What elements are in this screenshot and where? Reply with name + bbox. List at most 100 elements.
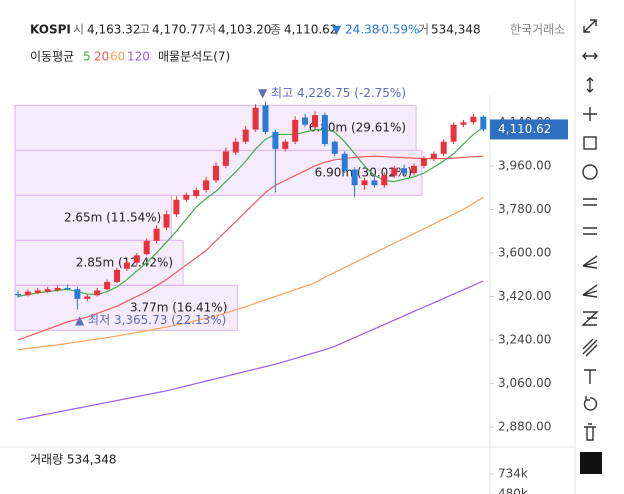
candle-body — [153, 228, 160, 241]
candle-body — [104, 281, 111, 290]
candle-body — [252, 107, 259, 130]
tool-icon[interactable] — [586, 77, 594, 93]
candle-body — [450, 124, 457, 142]
change: ▼ 24.38 — [332, 23, 379, 37]
y-tick-label: 3,960.00 — [498, 158, 551, 172]
y-tick-label: 480k — [498, 487, 528, 494]
value: 4,103.20 — [218, 23, 271, 37]
ma-legend: 120 — [127, 50, 150, 64]
candle-body — [54, 288, 61, 291]
candle-body — [213, 165, 219, 181]
candle-body — [361, 180, 368, 186]
moving-average — [17, 155, 484, 341]
value: 4,110.62 — [284, 23, 337, 37]
ma-legend: 20 — [94, 50, 109, 64]
candle-body — [203, 180, 210, 191]
volume-profile-bar — [14, 194, 172, 241]
candle-body — [114, 269, 120, 282]
candle-body — [381, 175, 388, 186]
candle-body — [262, 105, 269, 133]
y-tick-label: 2,880.00 — [498, 420, 551, 434]
volume-profile-label: 2.85m (12.42%) — [76, 255, 173, 269]
tool-icon[interactable] — [582, 338, 598, 357]
moving-average — [17, 280, 484, 421]
tool-icon[interactable] — [581, 311, 599, 326]
candle-body — [64, 288, 71, 290]
candle-body — [143, 240, 150, 255]
indicator-title[interactable]: 이동평균 — [30, 50, 74, 64]
y-tick-label: 3,600.00 — [498, 245, 551, 259]
tool-icon[interactable] — [583, 107, 597, 121]
annotation: ▲ 최저 3,365.73 (22.13%) — [75, 313, 226, 327]
annotation: ▼ 최고 4,226.75 (-2.75%) — [258, 86, 406, 100]
tool-icon[interactable] — [583, 396, 598, 411]
moving-average — [17, 196, 484, 351]
candle-body — [312, 115, 318, 128]
candle-body — [183, 194, 190, 200]
candle-body — [391, 168, 398, 176]
volume-profile-label: 3.77m (16.41%) — [130, 300, 227, 314]
tool-icon[interactable] — [584, 369, 596, 384]
tool-icon[interactable] — [583, 136, 597, 150]
symbol: KOSPI — [30, 23, 71, 37]
ma-legend: 5 — [83, 50, 91, 64]
color-swatch[interactable] — [580, 452, 602, 474]
candle-body — [163, 214, 170, 228]
tool-icon[interactable] — [582, 164, 598, 180]
candle-body — [292, 119, 299, 142]
candle-body — [341, 153, 348, 171]
candle-body — [460, 122, 467, 125]
indicator-profile[interactable]: 매물분석도(7) — [158, 50, 230, 64]
candle-body — [371, 180, 378, 186]
y-tick-label: 734k — [498, 466, 528, 480]
label: 고 — [139, 23, 150, 37]
candle-body — [420, 158, 427, 166]
tool-icon[interactable] — [582, 284, 598, 298]
y-tick-label: 3,240.00 — [498, 333, 551, 347]
candle-body — [15, 294, 21, 296]
value: 534,348 — [431, 23, 481, 37]
candle-body — [123, 262, 130, 269]
candle-body — [282, 141, 289, 149]
candle-body — [44, 289, 51, 292]
tool-icon[interactable] — [583, 19, 597, 33]
last-price-tag — [490, 119, 568, 140]
last-price-label: 4,110.62 — [498, 122, 551, 136]
ma-legend: 60 — [110, 50, 125, 64]
candle-body — [173, 199, 180, 215]
tool-icon[interactable] — [583, 227, 597, 235]
candle-body — [133, 255, 140, 263]
candle-body — [74, 289, 81, 299]
candle-body — [272, 132, 279, 149]
volume-profile-label: 6.80m (29.61%) — [309, 120, 406, 134]
y-tick-label: 3,420.00 — [498, 289, 551, 303]
value: 4,170.77 — [152, 23, 205, 37]
tool-icon[interactable] — [583, 198, 597, 206]
candle-body — [34, 290, 41, 293]
label: 종 — [270, 23, 281, 37]
volume-title: 거래량 534,348 — [30, 453, 117, 467]
volume-profile-bar — [14, 284, 238, 331]
tool-icon[interactable] — [582, 52, 598, 60]
tool-icon[interactable] — [582, 255, 598, 269]
y-tick-label: 3,060.00 — [498, 376, 551, 390]
volume-profile-label: 6.90m (30.02%) — [315, 165, 412, 179]
source: 한국거래소 — [510, 23, 565, 37]
volume-profile-bar — [14, 104, 417, 151]
candle-body — [84, 296, 91, 299]
label: 저 — [205, 23, 216, 37]
candle-body — [411, 165, 417, 174]
candle-body — [470, 116, 477, 123]
candle-body — [480, 116, 487, 130]
label: 시 — [73, 23, 84, 37]
volume-profile-label: 2.65m (11.54%) — [64, 210, 161, 224]
candle-body — [24, 291, 31, 296]
tool-icon[interactable] — [584, 423, 596, 441]
candle-body — [331, 141, 338, 154]
candle-body — [440, 141, 447, 154]
candle-body — [94, 290, 101, 296]
candle-body — [351, 169, 358, 186]
candle-body — [232, 141, 239, 153]
